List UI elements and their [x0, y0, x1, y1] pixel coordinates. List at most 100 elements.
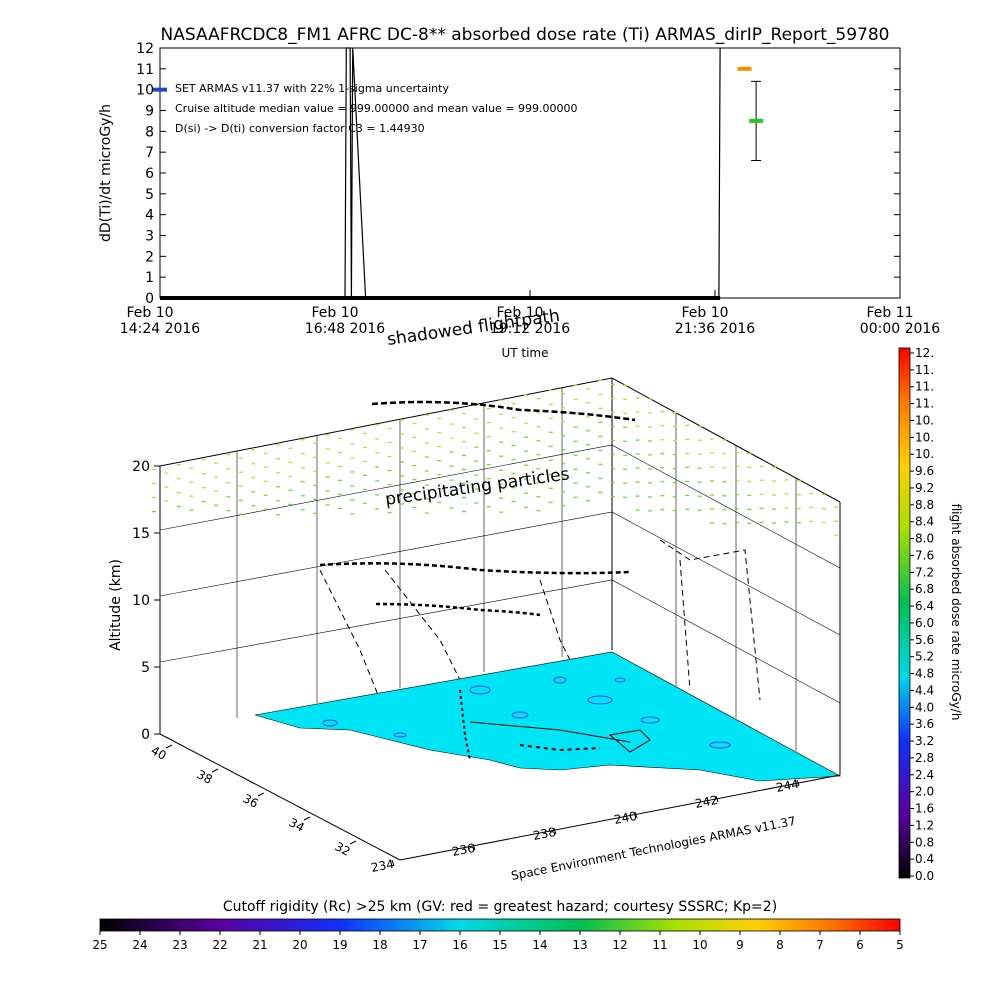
top-x-tick-date: Feb 10: [311, 305, 358, 321]
rigidity-tick-label: 16: [452, 938, 467, 952]
latitude-tick: [303, 816, 311, 821]
latitude-tick-label: 34: [287, 815, 307, 835]
shadowed-flightpath-label: shadowed flightpath: [386, 306, 561, 350]
rigidity-tick-label: 21: [252, 938, 267, 952]
top-y-tick-label: 2: [145, 249, 154, 265]
dose-colorbar-tick-label: 6.4: [915, 599, 934, 613]
top-x-tick-time: 16:48 2016: [305, 321, 386, 337]
longitude-tick-label: 240: [613, 809, 638, 827]
ground-contours: [322, 676, 731, 749]
latitude-tick-label: 38: [195, 767, 215, 787]
top-y-tick-label: 0: [145, 291, 154, 307]
ground-track: [459, 689, 651, 761]
rigidity-tick-label: 18: [372, 938, 387, 952]
longitude-tick-label: 242: [694, 793, 719, 811]
dose-colorbar-tick-label: 8.8: [915, 498, 934, 512]
altitude-tick-label: 5: [141, 660, 150, 676]
top-x-tick-date: Feb 10: [681, 305, 728, 321]
rigidity-colorbar: Cutoff rigidity (Rc) >25 km (GV: red = g…: [92, 899, 903, 952]
main-3d-plot: precipitating particles: [108, 377, 842, 883]
rigidity-tick-label: 19: [332, 938, 347, 952]
longitude-axis: 234 236 238 240 242 244: [370, 777, 800, 875]
top-y-label: dD(Ti)/dt microGy/h: [98, 104, 114, 242]
top-y-tick-label: 11: [136, 62, 154, 78]
altitude-tick-label: 20: [132, 459, 150, 475]
latitude-tick: [165, 744, 173, 749]
rigidity-tick-label: 10: [692, 938, 707, 952]
dose-colorbar-tick-label: 0.8: [915, 835, 934, 849]
rigidity-colorbar-bar: [99, 918, 901, 932]
latitude-tick: [257, 792, 265, 797]
dose-points: [153, 66, 764, 161]
longitude-tick-label: 236: [451, 841, 476, 859]
top-x-tick-date: Feb 11: [866, 305, 913, 321]
top-y-tick-label: 10: [136, 83, 154, 99]
longitude-tick: [715, 795, 719, 803]
annotation-1: SET ARMAS v11.37 with 22% 1-sigma uncert…: [175, 82, 449, 95]
top-x-tick-time: 21:36 2016: [675, 321, 756, 337]
precipitating-particles-field: [152, 379, 838, 536]
longitude-tick-label: 244: [775, 777, 800, 795]
longitude-tick: [796, 779, 800, 787]
longitude-tick: [553, 827, 557, 835]
figure-title: NASAAFRCDC8_FM1 AFRC DC-8** absorbed dos…: [161, 25, 890, 45]
dose-colorbar-tick-label: 11.: [915, 397, 934, 411]
dose-colorbar-tick-label: 7.6: [915, 548, 934, 562]
latitude-tick: [211, 768, 219, 773]
latitude-axis: 40 38 36 34 32: [149, 743, 357, 859]
ground-surface: [254, 651, 842, 782]
rigidity-tick-label: 5: [896, 938, 904, 952]
rigidity-title: Cutoff rigidity (Rc) >25 km (GV: red = g…: [223, 899, 777, 915]
longitude-tick: [472, 843, 476, 851]
dose-colorbar-tick-label: 3.6: [915, 717, 934, 731]
dose-point: [153, 87, 167, 92]
altitude-tick-label: 0: [141, 727, 150, 743]
altitude-axis: 0 5 10 15 20: [132, 459, 160, 743]
longitude-tick-label: 234: [370, 857, 395, 875]
dose-colorbar-tick-label: 9.2: [915, 481, 934, 495]
altitude-tick-label: 15: [132, 526, 150, 542]
dose-colorbar-ticks: 12. 11. 11. 11. 10. 10. 10. 9.6 9.2 8.8 8.4 8.0 7.6 7…: [910, 346, 934, 883]
top-x-label: UT time: [501, 346, 548, 360]
rigidity-tick-label: 15: [492, 938, 507, 952]
dose-colorbar-tick-label: 9.6: [915, 464, 934, 478]
dose-colorbar-tick-label: 6.0: [915, 616, 934, 630]
dose-colorbar-label: flight absorbed dose rate microGy/h: [949, 504, 963, 721]
rigidity-tick-label: 22: [212, 938, 227, 952]
rigidity-tick-label: 23: [172, 938, 187, 952]
rigidity-tick-label: 20: [292, 938, 307, 952]
top-y-tick-label: 12: [136, 41, 154, 57]
dose-colorbar-tick-label: 4.4: [915, 683, 934, 697]
base-front-left-edge: [159, 733, 401, 861]
rigidity-tick-label: 17: [412, 938, 427, 952]
dose-colorbar-tick-label: 0.4: [915, 852, 934, 866]
rigidity-tick-label: 14: [532, 938, 547, 952]
rigidity-tick-label: 11: [652, 938, 667, 952]
dose-colorbar-tick-label: 2.0: [915, 785, 934, 799]
dose-colorbar-bar: [898, 347, 911, 879]
dose-colorbar-tick-label: 10.: [915, 430, 934, 444]
grid-lines: [159, 388, 841, 751]
dose-colorbar-tick-label: 10.: [915, 413, 934, 427]
top-y-tick-label: 3: [145, 229, 154, 245]
dose-colorbar-tick-label: 0.0: [915, 869, 934, 883]
annotation-2: Cruise altitude median value = 999.00000…: [175, 102, 578, 115]
latitude-tick-label: 40: [149, 743, 169, 763]
dose-colorbar-tick-label: 2.4: [915, 768, 934, 782]
top-x-tick-time: 00:00 2016: [860, 321, 941, 337]
top-x-tick-date: Feb 10: [496, 305, 543, 321]
rigidity-tick-label: 25: [92, 938, 107, 952]
latitude-tick-label: 32: [333, 839, 353, 859]
dose-colorbar-tick-label: 4.8: [915, 667, 934, 681]
dose-colorbar: 12. 11. 11. 11. 10. 10. 10. 9.6 9.2 8.8 8.4 8.0 7.6 7…: [898, 346, 963, 883]
dose-point: [749, 118, 764, 123]
dose-colorbar-tick-label: 6.8: [915, 582, 934, 596]
dose-colorbar-tick-label: 1.6: [915, 802, 934, 816]
dose-colorbar-tick-label: 2.8: [915, 751, 934, 765]
top-x-tick-time: 14:24 2016: [120, 321, 201, 337]
dose-colorbar-tick-label: 11.: [915, 363, 934, 377]
altitude-label: Altitude (km): [108, 559, 124, 651]
